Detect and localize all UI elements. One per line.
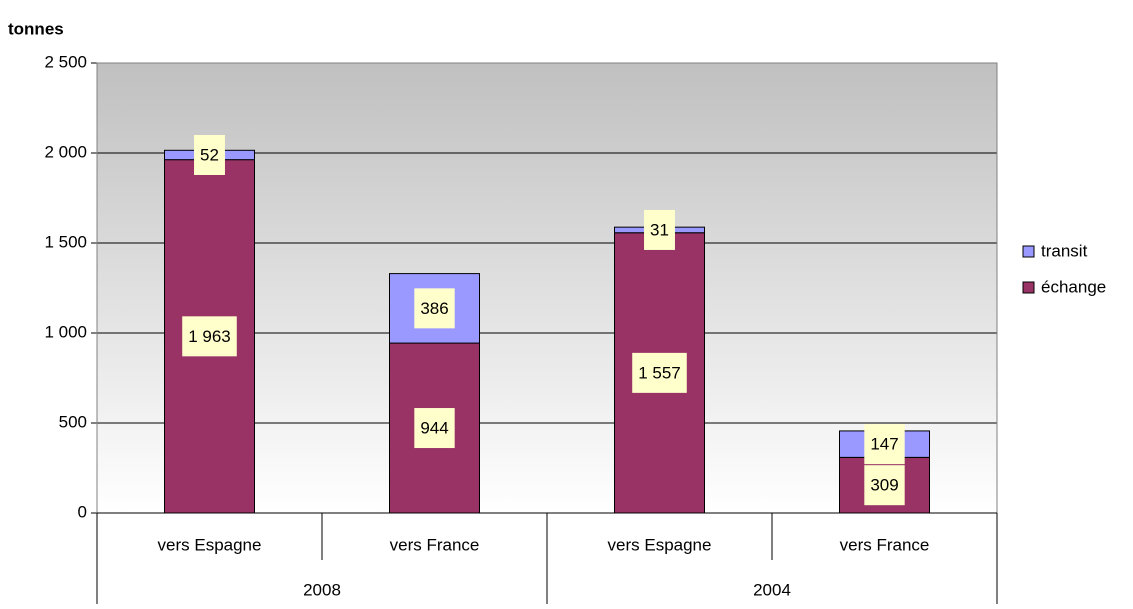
data-label-box <box>864 465 905 506</box>
y-axis-label: tonnes <box>8 19 64 38</box>
data-label-box <box>414 408 455 449</box>
legend-swatch <box>1022 245 1035 258</box>
y-tick-label: 0 <box>78 502 87 521</box>
data-label: 147 <box>870 435 898 454</box>
legend-label: échange <box>1041 277 1106 296</box>
data-label: 386 <box>420 299 448 318</box>
y-tick-label: 500 <box>59 412 87 431</box>
data-label-box <box>194 134 225 175</box>
data-label-box <box>644 209 675 250</box>
data-label: 1 557 <box>638 363 681 382</box>
data-label-box <box>182 316 237 357</box>
y-tick-label: 2 000 <box>44 142 87 161</box>
x-tick-label: vers Espagne <box>158 535 262 554</box>
group-label: 2008 <box>303 580 341 599</box>
data-label-box <box>632 352 687 393</box>
data-label: 31 <box>650 220 669 239</box>
x-tick-label: vers France <box>390 535 480 554</box>
x-tick-label: vers France <box>840 535 930 554</box>
y-tick-label: 1 000 <box>44 322 87 341</box>
data-label: 944 <box>420 419 448 438</box>
data-label: 52 <box>200 145 219 164</box>
legend-swatch <box>1022 281 1035 294</box>
y-tick-label: 1 500 <box>44 232 87 251</box>
data-label: 1 963 <box>188 327 231 346</box>
data-label-box <box>864 424 905 465</box>
y-tick-label: 2 500 <box>44 52 87 71</box>
data-label: 309 <box>870 476 898 495</box>
group-label: 2004 <box>753 580 791 599</box>
data-label-box <box>414 288 455 329</box>
x-tick-label: vers Espagne <box>608 535 712 554</box>
legend-label: transit <box>1041 241 1088 260</box>
